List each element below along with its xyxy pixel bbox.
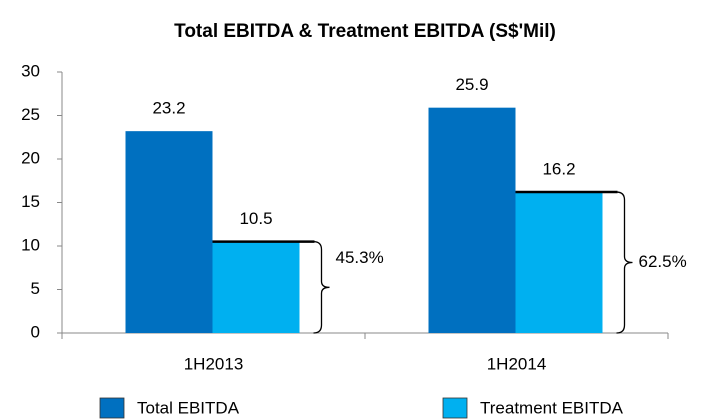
y-tick-label: 0 [31,322,40,341]
bar [428,107,516,333]
bar [515,192,603,333]
x-tick-label: 1H2013 [184,354,244,373]
y-tick-label: 5 [31,279,40,298]
brace [313,241,330,334]
x-tick-label: 1H2014 [487,354,547,373]
legend-label: Total EBITDA [137,398,240,417]
bar [212,241,300,333]
bar [125,131,213,333]
legend-swatch [99,397,125,419]
data-label: 25.9 [455,75,488,94]
data-label: 23.2 [152,99,185,118]
y-tick-label: 30 [21,61,40,80]
y-tick-label: 25 [21,105,40,124]
y-tick-label: 15 [21,192,40,211]
annotation: 62.5% [639,252,687,271]
chart-title: Total EBITDA & Treatment EBITDA (S$'Mil) [174,21,556,42]
annotation: 45.3% [336,248,384,267]
data-label: 16.2 [542,160,575,179]
brace [616,191,633,334]
y-tick-label: 20 [21,148,40,167]
legend-swatch [442,397,468,419]
data-label: 10.5 [239,209,272,228]
legend-label: Treatment EBITDA [480,398,624,417]
y-tick-label: 10 [21,235,40,254]
